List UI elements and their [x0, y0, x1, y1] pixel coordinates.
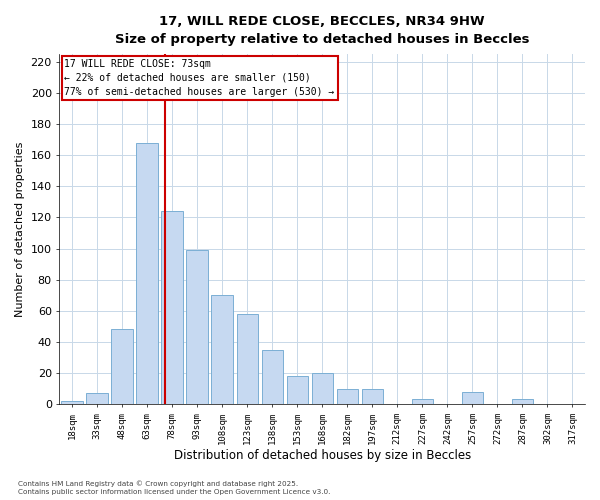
- Bar: [211, 295, 233, 404]
- X-axis label: Distribution of detached houses by size in Beccles: Distribution of detached houses by size …: [173, 450, 471, 462]
- Bar: [161, 211, 182, 404]
- Bar: [362, 388, 383, 404]
- Bar: [337, 388, 358, 404]
- Bar: [61, 401, 83, 404]
- Text: 17 WILL REDE CLOSE: 73sqm
← 22% of detached houses are smaller (150)
77% of semi: 17 WILL REDE CLOSE: 73sqm ← 22% of detac…: [64, 59, 335, 97]
- Bar: [311, 373, 333, 404]
- Title: 17, WILL REDE CLOSE, BECCLES, NR34 9HW
Size of property relative to detached hou: 17, WILL REDE CLOSE, BECCLES, NR34 9HW S…: [115, 15, 529, 46]
- Bar: [412, 400, 433, 404]
- Bar: [462, 392, 483, 404]
- Y-axis label: Number of detached properties: Number of detached properties: [15, 142, 25, 317]
- Text: Contains HM Land Registry data © Crown copyright and database right 2025.
Contai: Contains HM Land Registry data © Crown c…: [18, 480, 331, 495]
- Bar: [86, 393, 107, 404]
- Bar: [236, 314, 258, 404]
- Bar: [512, 400, 533, 404]
- Bar: [262, 350, 283, 404]
- Bar: [287, 376, 308, 404]
- Bar: [187, 250, 208, 404]
- Bar: [112, 330, 133, 404]
- Bar: [136, 143, 158, 404]
